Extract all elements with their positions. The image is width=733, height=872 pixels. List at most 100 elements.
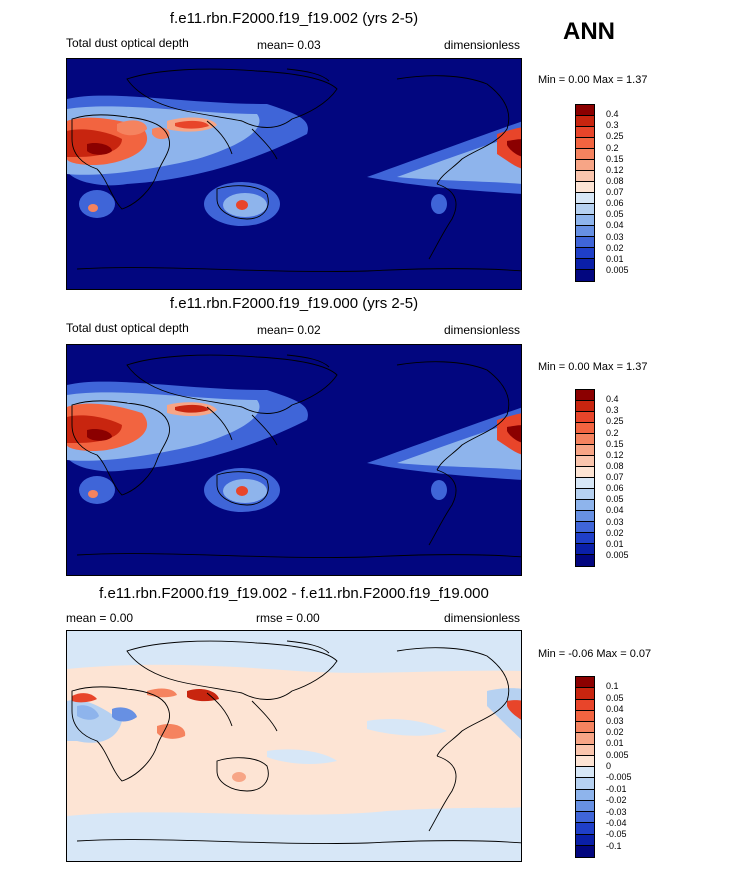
colorbar-tick-label: 0.005 (606, 264, 629, 275)
panel-2-colorbar (575, 389, 595, 567)
colorbar-swatch (576, 511, 594, 522)
colorbar-swatch (576, 259, 594, 270)
panel-1-units-label: dimensionless (444, 38, 521, 52)
colorbar-tick-label: 0.05 (606, 494, 624, 505)
colorbar-swatch (576, 544, 594, 555)
colorbar-tick-label: 0.04 (606, 704, 624, 715)
colorbar-tick-label: 0.25 (606, 131, 624, 142)
panel-2-title: f.e11.rbn.F2000.f19_f19.000 (yrs 2-5) (169, 295, 419, 312)
colorbar-swatch (576, 845, 594, 857)
panel-1-title: f.e11.rbn.F2000.f19_f19.002 (yrs 2-5) (169, 10, 419, 27)
colorbar-tick-label: -0.02 (606, 795, 627, 806)
colorbar-swatch (576, 149, 594, 160)
colorbar-swatch (576, 467, 594, 478)
colorbar-tick-label: -0.1 (606, 840, 622, 851)
colorbar-tick-label: 0.04 (606, 220, 624, 231)
panel-3-map (66, 630, 522, 862)
colorbar-tick-label: 0.005 (606, 749, 629, 760)
panel-2-mean-label: mean= 0.02 (257, 323, 321, 337)
colorbar-tick-label: 0.07 (606, 472, 624, 482)
colorbar-swatch (576, 116, 594, 127)
colorbar-tick-label: 0.2 (606, 427, 619, 438)
colorbar-swatch (576, 215, 594, 226)
colorbar-tick-label: 0.1 (606, 681, 619, 692)
colorbar-swatch (576, 733, 594, 745)
colorbar-tick-label: 0.05 (606, 209, 624, 220)
colorbar-tick-label: 0 (606, 761, 612, 771)
colorbar-swatch (576, 834, 594, 846)
colorbar-swatch (576, 489, 594, 500)
colorbar-tick-label: 0.06 (606, 483, 624, 494)
colorbar-tick-label: 0.3 (606, 120, 619, 131)
colorbar-swatch (576, 160, 594, 171)
panel-3-title: f.e11.rbn.F2000.f19_f19.002 - f.e11.rbn.… (99, 585, 489, 602)
colorbar-swatch (576, 800, 594, 812)
colorbar-swatch (576, 812, 594, 824)
panel-2-units-label: dimensionless (444, 323, 521, 337)
colorbar-tick-label: 0.02 (606, 527, 624, 538)
colorbar-tick-label: 0.2 (606, 142, 619, 153)
colorbar-tick-label: 0.15 (606, 438, 624, 449)
colorbar-swatch (576, 500, 594, 511)
colorbar-swatch (576, 677, 594, 689)
season-label: ANN (563, 18, 615, 45)
colorbar-swatch (576, 401, 594, 412)
colorbar-swatch (576, 248, 594, 259)
colorbar-tick-label: 0.01 (606, 738, 624, 749)
colorbar-swatch (576, 390, 594, 401)
colorbar-tick-label: 0.04 (606, 505, 624, 516)
colorbar-tick-label: 0.01 (606, 538, 624, 549)
colorbar-tick-label: 0.4 (606, 109, 619, 120)
panel-1-map (66, 58, 522, 290)
colorbar-tick-label: 0.15 (606, 153, 624, 164)
colorbar-swatch (576, 171, 594, 182)
colorbar-swatch (576, 456, 594, 467)
colorbar-tick-label: -0.03 (606, 806, 627, 817)
colorbar-swatch (576, 778, 594, 790)
colorbar-tick-label: 0.4 (606, 394, 619, 405)
colorbar-tick-label: 0.03 (606, 231, 624, 242)
colorbar-tick-label: -0.01 (606, 783, 627, 794)
panel-3-units-label: dimensionless (444, 611, 521, 625)
colorbar-swatch (576, 138, 594, 149)
colorbar-swatch (576, 193, 594, 204)
colorbar-tick-label: -0.05 (606, 829, 627, 840)
panel-1-mean-label: mean= 0.03 (257, 38, 321, 52)
panel-3-rmse-label: rmse = 0.00 (256, 611, 320, 625)
colorbar-swatch (576, 522, 594, 533)
colorbar-swatch (576, 423, 594, 434)
panel-2-variable-label: Total dust optical depth (66, 321, 189, 335)
colorbar-tick-label: 0.005 (606, 549, 629, 560)
colorbar-tick-label: 0.02 (606, 242, 624, 253)
colorbar-tick-label: 0.08 (606, 175, 624, 186)
panel-2-map (66, 344, 522, 576)
colorbar-swatch (576, 434, 594, 445)
colorbar-tick-label: -0.04 (606, 817, 627, 828)
colorbar-tick-label: 0.03 (606, 715, 624, 726)
colorbar-tick-label: 0.12 (606, 449, 624, 460)
colorbar-swatch (576, 445, 594, 456)
colorbar-swatch (576, 688, 594, 700)
colorbar-tick-label: 0.05 (606, 692, 624, 703)
colorbar-tick-label: -0.005 (606, 772, 632, 783)
colorbar-swatch (576, 744, 594, 756)
colorbar-swatch (576, 555, 594, 566)
colorbar-tick-label: 0.02 (606, 726, 624, 737)
colorbar-swatch (576, 270, 594, 281)
colorbar-swatch (576, 226, 594, 237)
colorbar-swatch (576, 533, 594, 544)
colorbar-swatch (576, 105, 594, 116)
colorbar-swatch (576, 412, 594, 423)
colorbar-tick-label: 0.12 (606, 164, 624, 175)
colorbar-swatch (576, 237, 594, 248)
colorbar-swatch (576, 823, 594, 835)
colorbar-swatch (576, 127, 594, 138)
panel-1-minmax: Min = 0.00 Max = 1.37 (538, 74, 648, 86)
colorbar-tick-label: 0.07 (606, 187, 624, 197)
panel-3-mean-label: mean = 0.00 (66, 611, 134, 625)
colorbar-tick-label: 0.03 (606, 516, 624, 527)
colorbar-swatch (576, 204, 594, 215)
colorbar-swatch (576, 755, 594, 767)
colorbar-tick-label: 0.3 (606, 405, 619, 416)
colorbar-swatch (576, 767, 594, 779)
